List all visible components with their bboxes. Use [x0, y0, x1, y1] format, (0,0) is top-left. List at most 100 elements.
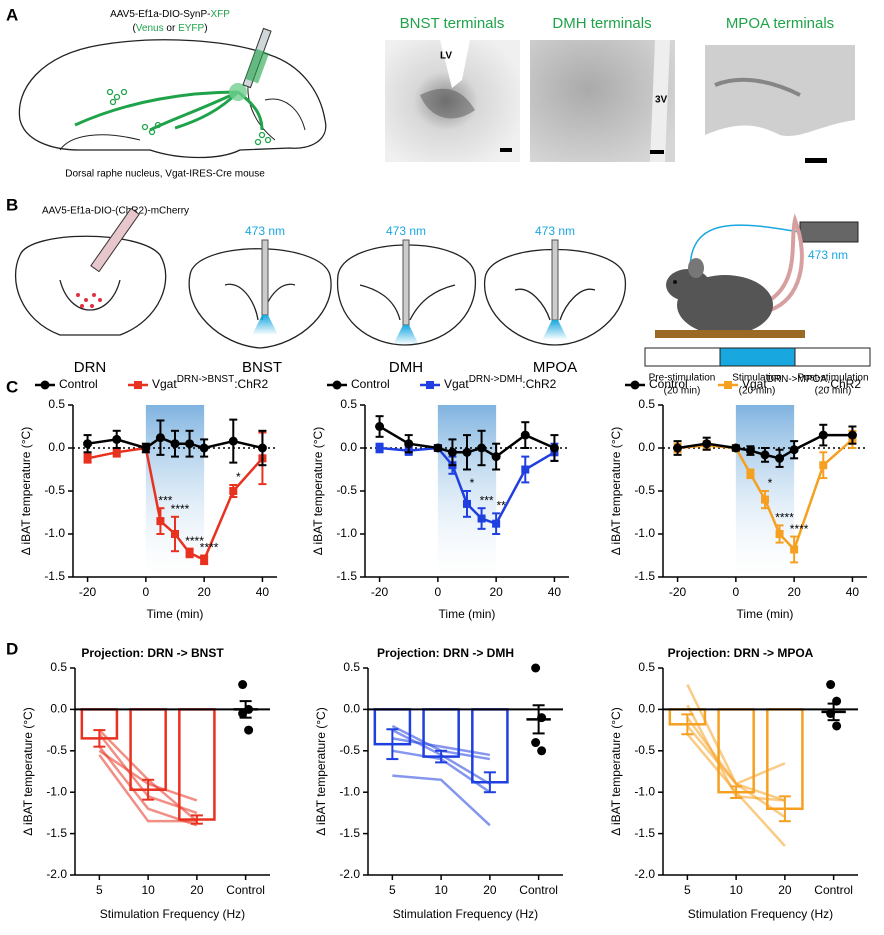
marker: [462, 447, 472, 457]
marker: [463, 499, 471, 508]
y-tick-label: -1.5: [46, 826, 67, 840]
marker: [673, 443, 683, 453]
y-tick-label: 0.5: [340, 397, 357, 411]
marker: [375, 444, 384, 452]
x-tick-label: -20: [371, 585, 389, 599]
marker: [141, 443, 151, 453]
marker: [477, 443, 487, 453]
image-title: MPOA terminals: [726, 15, 834, 32]
data-point: [244, 725, 254, 735]
injection-and-fibers: [76, 207, 568, 345]
marker: [112, 448, 121, 457]
chart-title: Projection: DRN -> DMH: [377, 646, 514, 660]
legend-label: Control: [59, 377, 98, 391]
legend-marker: [332, 380, 342, 390]
y-tick-label: 0.0: [638, 440, 655, 454]
caption: Dorsal raphe nucleus, Vgat-IRES-Cre mous…: [65, 169, 265, 180]
image-title: DMH terminals: [552, 15, 651, 32]
x-axis-label: Stimulation Frequency (Hz): [393, 907, 538, 921]
x-tick-label: 0: [435, 585, 442, 599]
x-tick-label: 20: [489, 585, 503, 599]
legend-label: Control: [649, 377, 688, 391]
marker: [257, 443, 267, 453]
marker: [112, 434, 122, 444]
reporter-text: ): [204, 23, 207, 34]
legend-marker: [724, 381, 732, 389]
x-tick-label: 20: [190, 883, 204, 897]
x-tick-label: 10: [729, 883, 743, 897]
y-tick-label: -0.5: [44, 483, 65, 497]
animal-line: [392, 749, 491, 794]
y-tick-label: -1.5: [634, 569, 655, 583]
y-tick-label: 0.0: [340, 440, 357, 454]
marker: [549, 443, 559, 453]
phase-label: Post-stimulation: [797, 373, 868, 384]
reporter-label: (Venus or EYFP): [132, 23, 207, 34]
marker: [775, 453, 785, 463]
reporter-text: or: [164, 23, 178, 34]
phase-duration: (20 min): [815, 386, 852, 397]
legend-text: Control: [59, 377, 98, 391]
bar: [129, 708, 167, 791]
y-tick-label: 0.0: [50, 702, 67, 716]
chart-title: Projection: DRN -> MPOA: [668, 646, 814, 660]
marker: [171, 530, 179, 538]
marker: [790, 545, 799, 554]
animal-line: [98, 733, 198, 815]
legend-marker: [134, 381, 142, 389]
phase-duration: (20 min): [664, 386, 701, 397]
marker: [404, 439, 414, 449]
legend-text: :ChR2: [234, 377, 268, 391]
data-point: [531, 738, 541, 748]
y-tick-label: 0.5: [638, 660, 655, 674]
marker: [185, 439, 195, 449]
legend-superscript: DRN->MPOA: [767, 374, 828, 385]
y-tick-label: -2.0: [634, 867, 655, 881]
marker: [760, 450, 770, 460]
marker: [847, 430, 857, 440]
y-tick-label: -0.5: [46, 743, 67, 757]
marker: [492, 519, 501, 528]
significance-label: ****: [775, 511, 794, 525]
significance-label: *: [470, 476, 475, 490]
marker: [818, 430, 828, 440]
section-label: DRN: [74, 359, 107, 376]
bar: [766, 708, 804, 811]
significance-label: **: [496, 499, 506, 513]
marker: [156, 517, 165, 526]
chart-title: Projection: DRN -> BNST: [81, 646, 224, 660]
image-mark: LV: [440, 51, 452, 62]
x-tick-label: 10: [434, 883, 448, 897]
timeline: [644, 347, 871, 367]
y-tick-label: -1.5: [336, 569, 357, 583]
vector-text: AAV5-Ef1a-DIO-SynP-: [110, 9, 210, 20]
marker: [447, 447, 457, 457]
legend-label: Control: [351, 377, 390, 391]
legend-label: VgatDRN->MPOA:ChR2: [742, 374, 861, 392]
x-tick-label: -20: [669, 585, 687, 599]
x-tick-label: Control: [226, 883, 265, 897]
marker: [789, 445, 799, 455]
animal-line: [686, 733, 786, 847]
section-label: BNST: [242, 359, 282, 376]
y-tick-label: -1.5: [634, 826, 655, 840]
reporter-text: EYFP: [178, 23, 204, 34]
animal-line: [686, 725, 786, 786]
vector-label: AAV5-Ef1a-DIO-SynP-XFP: [110, 9, 230, 20]
laser-label: 473 nm: [386, 224, 426, 238]
section-label: MPOA: [533, 359, 577, 376]
y-axis-label: Δ iBAT temperature (°C): [19, 427, 33, 555]
legend-marker: [40, 380, 50, 390]
y-tick-label: -1.5: [339, 826, 360, 840]
marker: [745, 446, 755, 456]
legend-text: Vgat: [444, 377, 469, 391]
animal-line: [392, 737, 491, 757]
x-tick-label: 40: [846, 585, 860, 599]
x-tick-label: 20: [197, 585, 211, 599]
significance-label: ****: [171, 502, 190, 516]
significance-label: ***: [158, 493, 172, 507]
x-tick-label: 5: [684, 883, 691, 897]
y-tick-label: 0.5: [48, 397, 65, 411]
y-axis-label: Δ iBAT temperature (°C): [609, 427, 623, 555]
marker: [702, 439, 712, 449]
